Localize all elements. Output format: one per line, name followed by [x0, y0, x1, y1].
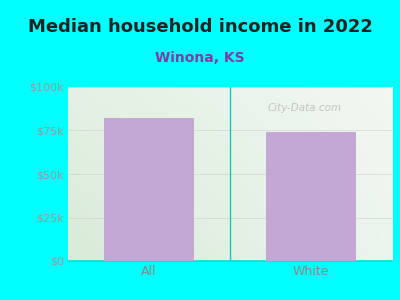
Text: Winona, KS: Winona, KS	[155, 51, 245, 65]
Bar	[266, 132, 356, 261]
Bar	[104, 118, 194, 261]
Text: City-Data.com: City-Data.com	[268, 103, 342, 113]
Text: Median household income in 2022: Median household income in 2022	[28, 18, 372, 36]
